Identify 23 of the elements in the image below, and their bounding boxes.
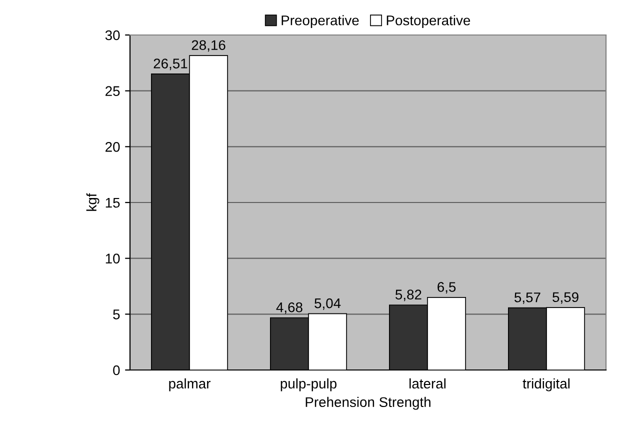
data-label: 6,5 xyxy=(438,282,456,294)
x-tick-label: pulp-pulp xyxy=(280,378,336,392)
x-tick-label: lateral xyxy=(410,378,446,389)
y-tick-label: 30 xyxy=(105,30,120,40)
legend-label: Preoperative xyxy=(282,15,359,28)
data-label: 28,16 xyxy=(192,40,226,52)
legend-label: Postoperative xyxy=(386,15,470,28)
data-label: 5,82 xyxy=(396,290,422,302)
y-tick-label: 15 xyxy=(106,198,120,208)
data-label: 5,59 xyxy=(552,292,578,304)
y-tick-label: 10 xyxy=(106,254,120,264)
y-tick-label: 20 xyxy=(106,142,120,152)
x-tick-label: tridigital xyxy=(522,378,570,392)
data-label: 4,68 xyxy=(276,302,302,314)
y-tick-label: 5 xyxy=(113,310,120,320)
data-label: 5,04 xyxy=(314,298,341,310)
y-tick-label: 0 xyxy=(113,365,120,376)
y-tick-label: 25 xyxy=(106,86,120,96)
x-tick-label: palmar xyxy=(169,378,210,392)
x-axis-title: Prehension Strength xyxy=(306,396,430,410)
data-label: 26,51 xyxy=(154,58,188,70)
y-axis-title: kgf xyxy=(86,193,100,211)
data-label: 5,57 xyxy=(514,292,540,304)
